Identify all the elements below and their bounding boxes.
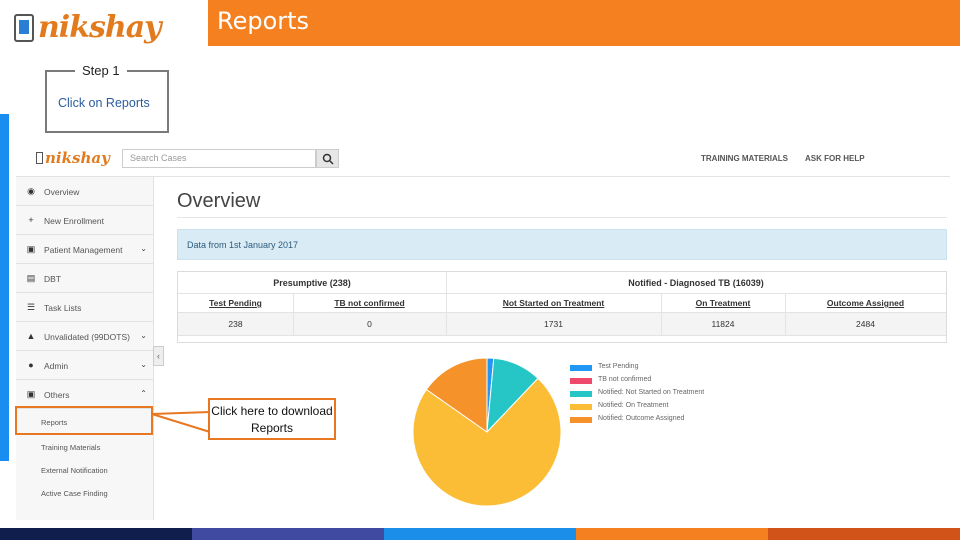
logo-text: nikshay <box>38 10 162 45</box>
group-presumptive: Presumptive (238) <box>273 277 351 288</box>
legend-swatch <box>570 417 592 423</box>
slide-title-bar: Reports <box>208 0 960 46</box>
footer-segment <box>384 528 577 540</box>
legend-swatch <box>570 404 592 410</box>
chevron-up-icon: ⌃ <box>140 389 147 398</box>
search-input[interactable]: Search Cases <box>122 149 316 168</box>
submenu-active-case-finding[interactable]: Active Case Finding <box>41 489 108 498</box>
legend-swatch <box>570 391 592 397</box>
app-screenshot: nikshay Search Cases TRAINING MATERIALS … <box>15 140 950 520</box>
user-icon: ● <box>28 360 34 370</box>
column-on-treatment[interactable]: On Treatment <box>695 298 751 308</box>
footer-segment <box>0 528 193 540</box>
legend-label: Notified: On Treatment <box>598 402 669 409</box>
value-outcome-assigned: 2484 <box>856 319 875 329</box>
column-header-row: Test Pending TB not confirmed Not Starte… <box>178 294 946 313</box>
others-icon: ▣ <box>26 389 36 399</box>
divider <box>177 217 947 218</box>
list-icon: ☰ <box>26 302 36 312</box>
legend-label: Notified: Outcome Assigned <box>598 415 685 422</box>
footer-segment <box>192 528 385 540</box>
sidebar-item-patient-management[interactable]: ▣ Patient Management ⌄ <box>16 235 154 264</box>
legend-label: Test Pending <box>598 363 639 370</box>
submenu-reports[interactable]: Reports <box>41 418 68 427</box>
column-not-started[interactable]: Not Started on Treatment <box>502 298 605 308</box>
footer-segment <box>576 528 769 540</box>
pie-chart <box>412 357 562 507</box>
sidebar-collapse-button[interactable]: ‹ <box>153 346 164 366</box>
value-on-treatment: 11824 <box>711 319 735 329</box>
stats-table: Presumptive (238) Notified - Diagnosed T… <box>177 271 947 343</box>
phone-logo-icon <box>36 152 43 164</box>
footer-segment <box>768 528 960 540</box>
app-logo[interactable]: nikshay <box>36 149 110 167</box>
legend-label: Notified: Not Started on Treatment <box>598 389 705 396</box>
legend-swatch <box>570 365 592 371</box>
phone-logo-icon <box>14 14 34 42</box>
group-notified: Notified - Diagnosed TB (16039) <box>628 277 764 288</box>
sidebar-item-overview[interactable]: ◉ Overview <box>16 177 154 206</box>
submenu-training-materials[interactable]: Training Materials <box>41 443 101 452</box>
slide-title: Reports <box>217 7 310 35</box>
step-label: Step 1 <box>75 63 127 78</box>
column-tb-not-confirmed[interactable]: TB not confirmed <box>334 298 405 308</box>
sidebar-item-task-lists[interactable]: ☰ Task Lists <box>16 293 154 322</box>
value-test-pending: 238 <box>228 319 243 329</box>
sidebar-item-unvalidated[interactable]: ▲ Unvalidated (99DOTS) ⌄ <box>16 322 154 351</box>
nav-training-materials[interactable]: TRAINING MATERIALS <box>701 154 788 163</box>
alert-icon: ▲ <box>26 331 36 341</box>
nav-ask-for-help[interactable]: ASK FOR HELP <box>805 154 865 163</box>
accent-strip <box>0 114 9 461</box>
sidebar-item-others[interactable]: ▣ Others ⌃ <box>16 380 154 409</box>
step-box: Step 1 Click on Reports <box>45 63 169 133</box>
dbt-icon: ▤ <box>26 273 36 283</box>
legend-label: TB not confirmed <box>598 376 652 383</box>
value-not-started: 1731 <box>544 319 563 329</box>
callout-box: Click here to download Reports <box>208 398 336 440</box>
group-header-row: Presumptive (238) Notified - Diagnosed T… <box>178 272 946 294</box>
patient-icon: ▣ <box>26 244 36 254</box>
column-outcome-assigned[interactable]: Outcome Assigned <box>826 298 905 308</box>
plus-icon: + <box>28 215 34 225</box>
legend-swatch <box>570 378 592 384</box>
submenu-external-notification[interactable]: External Notification <box>41 466 108 475</box>
nikshay-logo: nikshay <box>10 6 162 50</box>
chevron-down-icon: ⌄ <box>140 244 147 253</box>
sidebar-item-admin[interactable]: ● Admin ⌄ <box>16 351 154 380</box>
sidebar-item-dbt[interactable]: ▤ DBT <box>16 264 154 293</box>
chevron-down-icon: ⌄ <box>140 331 147 340</box>
value-tb-not-confirmed: 0 <box>367 319 372 329</box>
search-icon <box>322 153 334 165</box>
dashboard-icon: ◉ <box>27 186 35 196</box>
column-test-pending[interactable]: Test Pending <box>209 298 262 308</box>
sidebar-item-new-enrollment[interactable]: + New Enrollment <box>16 206 154 235</box>
reports-highlight <box>15 406 153 435</box>
page-title: Overview <box>177 190 261 212</box>
search-button[interactable] <box>316 149 339 168</box>
chevron-down-icon: ⌄ <box>140 360 147 369</box>
app-header: nikshay Search Cases TRAINING MATERIALS … <box>16 140 950 177</box>
info-banner: Data from 1st January 2017 <box>177 229 947 260</box>
step-instruction: Click on Reports <box>58 96 150 110</box>
value-row: 238 0 1731 11824 2484 <box>178 313 946 336</box>
sidebar: ◉ Overview + New Enrollment ▣ Patient Ma… <box>16 177 154 520</box>
callout-pointer <box>151 410 211 434</box>
pie-slice-4[interactable] <box>425 357 488 433</box>
pie-slice-3[interactable] <box>412 377 562 507</box>
